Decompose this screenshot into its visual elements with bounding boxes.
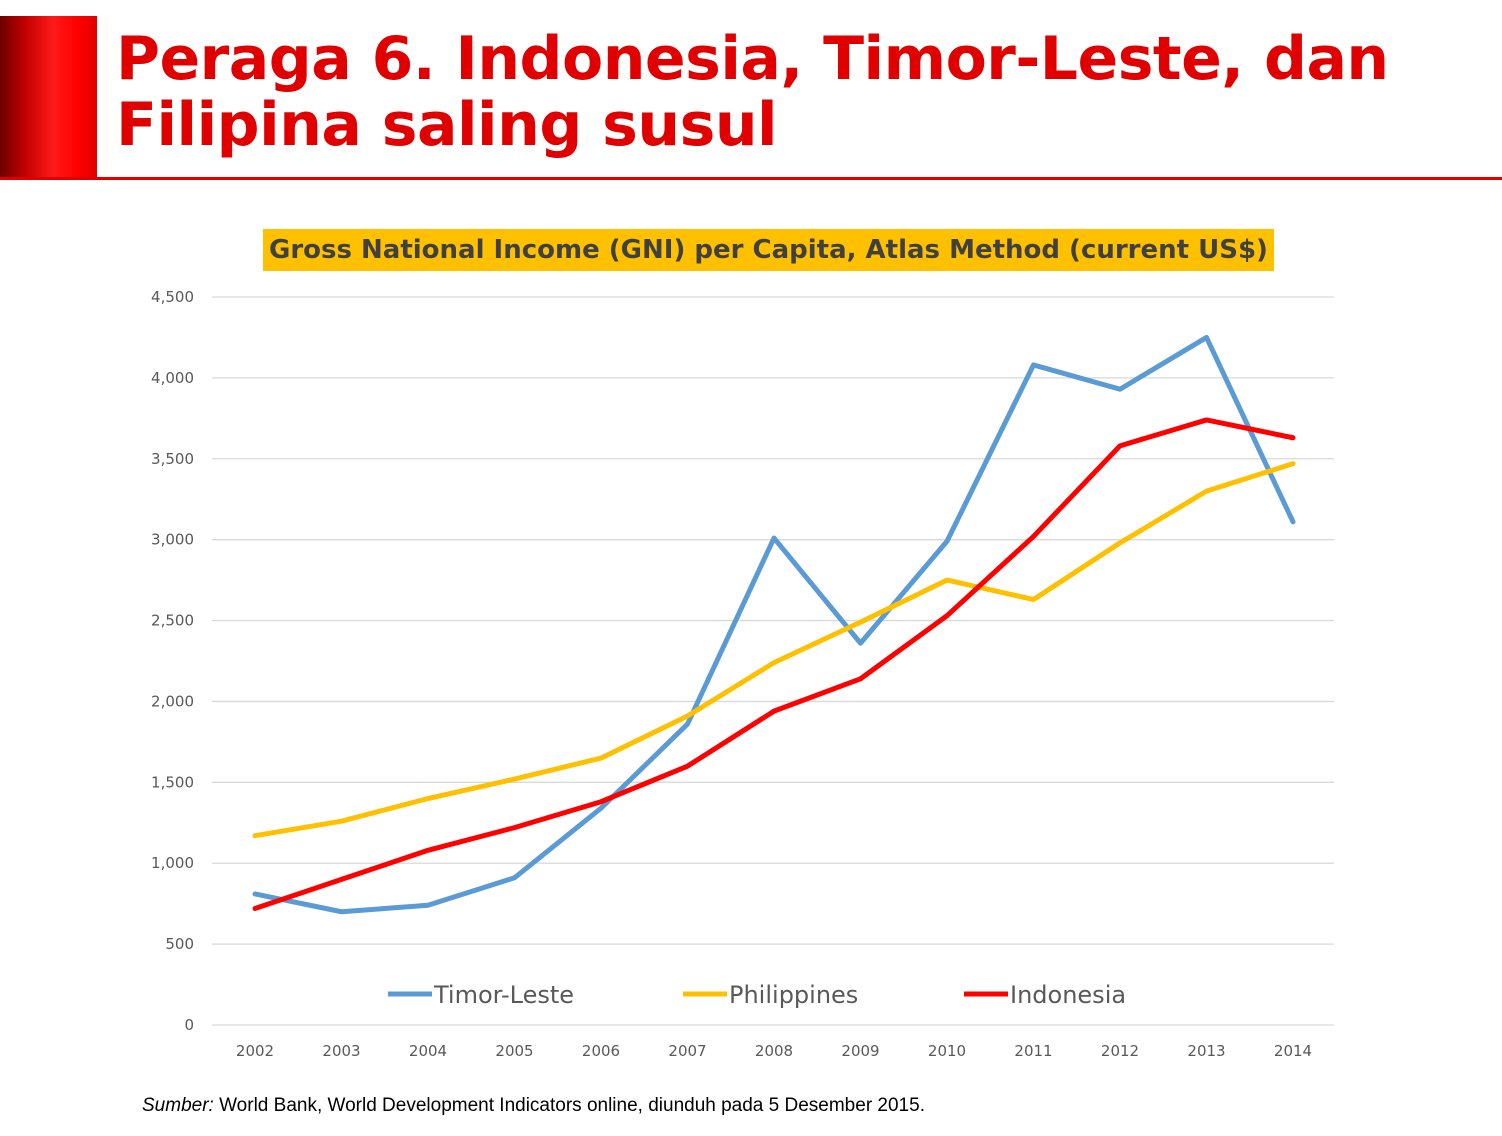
slide-title: Peraga 6. Indonesia, Timor-Leste, dan Fi… [116, 24, 1389, 160]
data-point [858, 620, 863, 625]
x-axis-tick-labels: 2002 2003 2004 2005 2006 2007 2008 2009 2010 2011… [236, 1042, 1312, 1060]
x-tick-label: 2006 [582, 1042, 620, 1060]
series-line-timor-leste [252, 334, 1296, 915]
data-point [945, 539, 949, 544]
data-point [772, 709, 776, 714]
y-tick-label: 4,500 [151, 288, 194, 306]
data-point [426, 903, 430, 908]
data-point [426, 796, 430, 801]
x-tick-label: 2004 [409, 1042, 447, 1060]
legend-label: Timor-Leste [433, 981, 574, 1009]
y-tick-label: 0 [184, 1016, 194, 1034]
data-point [1031, 597, 1036, 602]
x-tick-label: 2007 [668, 1042, 706, 1060]
y-axis-tick-labels: 0 500 1,000 1,500 2,000 2,500 3,000 3,500 4,000 4… [151, 288, 194, 1034]
data-point [1118, 387, 1122, 392]
x-tick-label: 2014 [1274, 1042, 1312, 1060]
data-point [1118, 540, 1122, 545]
data-point [512, 777, 517, 782]
data-point [426, 848, 430, 853]
data-point [1031, 362, 1036, 367]
data-point [1204, 489, 1209, 494]
x-tick-label: 2005 [495, 1042, 533, 1060]
title-divider [0, 177, 1502, 180]
data-point [772, 660, 776, 665]
y-tick-label: 2,000 [151, 692, 194, 710]
data-point [858, 676, 863, 681]
x-tick-label: 2011 [1014, 1042, 1052, 1060]
data-point [1031, 534, 1036, 539]
chart-legend: Timor-Leste Philippines Indonesia [388, 981, 1126, 1009]
y-tick-label: 4,000 [151, 369, 194, 387]
x-tick-label: 2002 [236, 1042, 274, 1060]
source-text: World Bank, World Development Indicators… [219, 1095, 925, 1116]
data-point [599, 756, 603, 761]
data-point [253, 891, 257, 896]
y-tick-label: 1,500 [151, 773, 194, 791]
data-point [772, 536, 776, 541]
data-point [685, 714, 690, 719]
data-point [685, 722, 690, 727]
data-point [339, 877, 344, 882]
x-tick-label: 2010 [928, 1042, 966, 1060]
data-point [512, 825, 517, 830]
series-line-philippines [252, 461, 1296, 839]
x-tick-label: 2008 [755, 1042, 793, 1060]
data-point [1204, 417, 1209, 422]
x-tick-label: 2013 [1187, 1042, 1225, 1060]
data-point [339, 819, 344, 824]
data-point [945, 578, 949, 583]
y-tick-label: 3,000 [151, 531, 194, 549]
source-note: Sumber: World Bank, World Development In… [142, 1095, 925, 1117]
data-point [599, 799, 603, 804]
y-tick-label: 500 [165, 935, 194, 953]
data-point [253, 906, 257, 911]
y-tick-label: 1,000 [151, 854, 194, 872]
y-tick-label: 3,500 [151, 450, 194, 468]
chart-series-lines [252, 334, 1296, 915]
data-point [945, 613, 949, 618]
chart-title: Gross National Income (GNI) per Capita, … [263, 229, 1274, 271]
chart-gridlines [212, 296, 1334, 1026]
legend-label: Philippines [729, 981, 858, 1009]
y-tick-label: 2,500 [151, 612, 194, 630]
data-point [253, 833, 257, 838]
x-tick-label: 2012 [1101, 1042, 1139, 1060]
data-point [599, 806, 603, 811]
source-label: Sumber: [142, 1095, 214, 1116]
data-point [1118, 443, 1122, 448]
x-tick-label: 2003 [322, 1042, 360, 1060]
data-point [1291, 461, 1295, 466]
data-point [1291, 519, 1295, 524]
data-point [1204, 335, 1209, 340]
data-point [339, 909, 344, 914]
legend-label: Indonesia [1010, 981, 1126, 1009]
data-point [685, 764, 690, 769]
x-tick-label: 2009 [841, 1042, 879, 1060]
title-accent-bar [0, 16, 97, 178]
data-point [512, 875, 517, 880]
data-point [1291, 435, 1295, 440]
data-point [858, 641, 863, 646]
